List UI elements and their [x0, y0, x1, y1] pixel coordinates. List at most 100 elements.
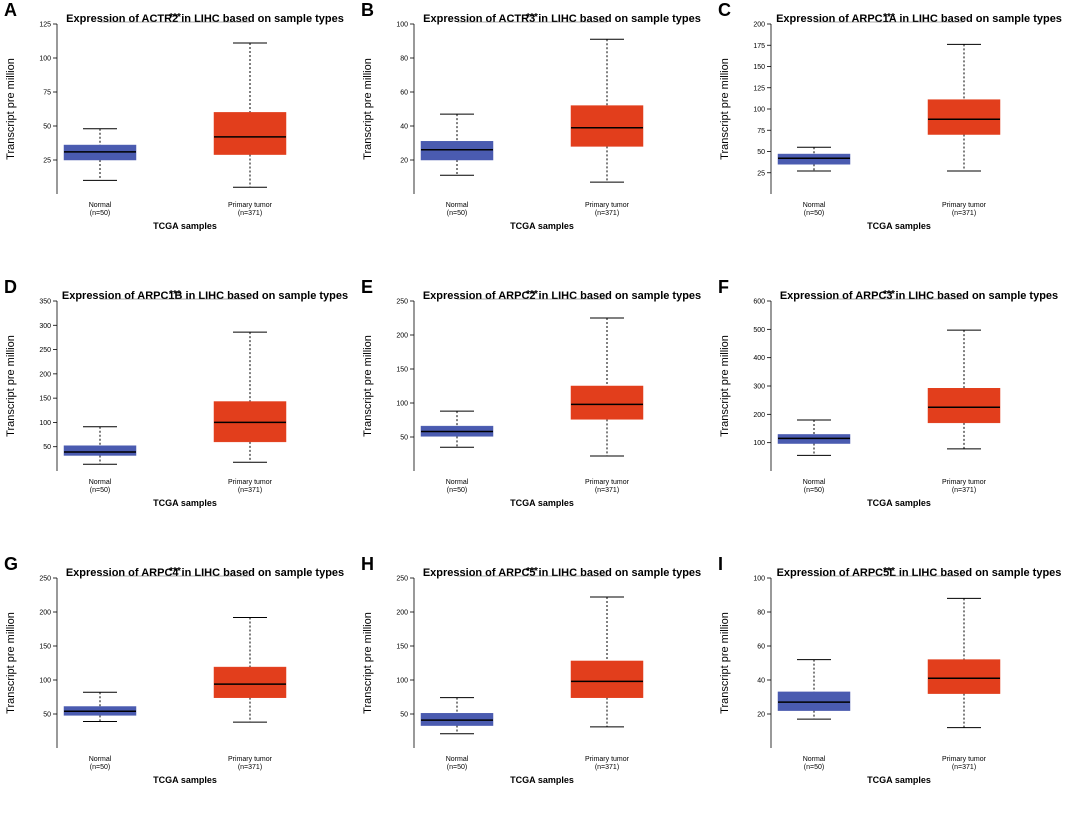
category-count: (n=371) — [238, 487, 262, 494]
y-tick-label: 100 — [396, 678, 408, 685]
y-tick-label: 75 — [43, 90, 51, 97]
category-count: (n=371) — [595, 764, 619, 771]
y-tick-label: 40 — [757, 678, 765, 685]
category-count: (n=371) — [952, 210, 976, 217]
y-tick-label: 150 — [753, 64, 765, 71]
iqr-box — [570, 660, 644, 698]
panel-letter: B — [361, 0, 374, 20]
iqr-box — [777, 691, 851, 711]
chart-title: Expression of ACTR3 in LIHC based on sam… — [423, 13, 701, 25]
panel-letter: F — [718, 277, 729, 297]
y-tick-label: 300 — [39, 323, 51, 330]
boxplot-svg: E Expression of ARPC2 in LIHC based on sa… — [361, 277, 701, 508]
panel-letter: E — [361, 277, 373, 297]
category-label: Normal — [446, 756, 469, 763]
x-axis-label: TCGA samples — [153, 775, 217, 785]
boxplot-svg: B Expression of ACTR3 in LIHC based on sa… — [361, 0, 701, 231]
significance-marker: *** — [883, 12, 895, 23]
y-tick-label: 80 — [400, 56, 408, 63]
y-tick-label: 500 — [753, 327, 765, 334]
category-count: (n=50) — [804, 764, 824, 771]
y-tick-label: 200 — [753, 22, 765, 29]
iqr-box — [927, 388, 1001, 424]
y-tick-label: 150 — [396, 367, 408, 374]
panel-f: F Expression of ARPC3 in LIHC based on sa… — [714, 277, 1071, 554]
iqr-box — [213, 666, 287, 698]
y-tick-label: 200 — [753, 412, 765, 419]
y-axis-label: Transcript pre million — [719, 335, 731, 437]
panel-b: B Expression of ACTR3 in LIHC based on sa… — [357, 0, 714, 277]
x-axis-label: TCGA samples — [153, 221, 217, 231]
category-count: (n=371) — [952, 487, 976, 494]
boxplot-svg: A Expression of ACTR2 in LIHC based on sa… — [4, 0, 344, 231]
chart-title: Expression of ARPC5 in LIHC based on sam… — [423, 567, 701, 579]
boxplot-svg: G Expression of ARPC4 in LIHC based on sa… — [4, 554, 344, 785]
y-tick-label: 25 — [43, 158, 51, 165]
y-tick-label: 50 — [43, 124, 51, 131]
category-label: Primary tumor — [942, 479, 987, 486]
significance-marker: *** — [526, 289, 538, 300]
category-count: (n=50) — [804, 210, 824, 217]
chart-title: Expression of ARPC1A in LIHC based on sa… — [776, 13, 1062, 25]
panel-letter: H — [361, 554, 374, 574]
significance-marker: *** — [526, 12, 538, 23]
significance-marker: *** — [169, 12, 181, 23]
y-tick-label: 75 — [757, 128, 765, 135]
category-count: (n=50) — [804, 487, 824, 494]
y-axis-label: Transcript pre million — [362, 58, 374, 160]
category-count: (n=50) — [447, 487, 467, 494]
panel-letter: C — [718, 0, 731, 20]
boxplot-svg: D Expression of ARPC1B in LIHC based on s… — [4, 277, 348, 508]
iqr-box — [213, 112, 287, 155]
boxplot-svg: I Expression of ARPC5L in LIHC based on s… — [718, 554, 1062, 785]
y-tick-label: 100 — [753, 107, 765, 114]
x-axis-label: TCGA samples — [867, 775, 931, 785]
iqr-box — [927, 99, 1001, 135]
x-axis-label: TCGA samples — [510, 498, 574, 508]
y-tick-label: 250 — [39, 576, 51, 583]
x-axis-label: TCGA samples — [510, 775, 574, 785]
category-count: (n=50) — [90, 210, 110, 217]
chart-title: Expression of ARPC5L in LIHC based on sa… — [777, 567, 1062, 579]
category-label: Primary tumor — [942, 756, 987, 763]
y-tick-label: 350 — [39, 299, 51, 306]
category-label: Normal — [89, 756, 112, 763]
x-axis-label: TCGA samples — [510, 221, 574, 231]
y-tick-label: 50 — [43, 444, 51, 451]
y-tick-label: 100 — [396, 22, 408, 29]
y-axis-label: Transcript pre million — [5, 58, 17, 160]
y-tick-label: 175 — [753, 43, 765, 50]
category-label: Normal — [446, 202, 469, 209]
chart-title: Expression of ACTR2 in LIHC based on sam… — [66, 13, 344, 25]
y-tick-label: 100 — [39, 56, 51, 63]
y-tick-label: 150 — [396, 644, 408, 651]
chart-title: Expression of ARPC2 in LIHC based on sam… — [423, 290, 701, 302]
y-tick-label: 200 — [39, 371, 51, 378]
category-label: Primary tumor — [228, 202, 273, 209]
y-tick-label: 300 — [753, 384, 765, 391]
category-label: Primary tumor — [585, 756, 630, 763]
category-label: Normal — [803, 756, 826, 763]
y-tick-label: 200 — [396, 333, 408, 340]
category-count: (n=371) — [238, 210, 262, 217]
x-axis-label: TCGA samples — [153, 498, 217, 508]
category-label: Primary tumor — [228, 479, 273, 486]
category-label: Primary tumor — [585, 479, 630, 486]
iqr-box — [570, 385, 644, 420]
x-axis-label: TCGA samples — [867, 221, 931, 231]
category-count: (n=371) — [952, 764, 976, 771]
y-tick-label: 50 — [400, 435, 408, 442]
y-tick-label: 125 — [753, 85, 765, 92]
significance-marker: *** — [883, 566, 895, 577]
category-label: Normal — [446, 479, 469, 486]
panel-letter: D — [4, 277, 17, 297]
x-axis-label: TCGA samples — [867, 498, 931, 508]
y-tick-label: 100 — [39, 678, 51, 685]
y-tick-label: 25 — [757, 170, 765, 177]
y-tick-label: 100 — [753, 440, 765, 447]
significance-marker: *** — [883, 289, 895, 300]
y-tick-label: 150 — [39, 396, 51, 403]
category-count: (n=50) — [447, 210, 467, 217]
y-tick-label: 20 — [757, 712, 765, 719]
